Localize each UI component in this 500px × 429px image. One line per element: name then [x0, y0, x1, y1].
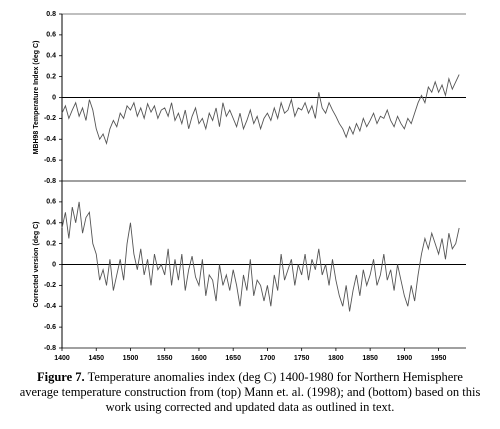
- y-axis-title: Corrected version (deg C): [33, 222, 40, 308]
- y-tick-label: -0.6: [44, 157, 56, 164]
- x-tick-label: 1850: [362, 355, 378, 362]
- y-axis-title: MBH98 Temperature Index (deg C): [33, 41, 40, 155]
- y-tick-label: 0.2: [46, 73, 56, 80]
- x-tick-label: 1800: [328, 355, 344, 362]
- y-tick-label: 0.8: [46, 11, 56, 18]
- y-tick-label: -0.6: [44, 324, 56, 331]
- y-tick-label: 0.4: [46, 53, 56, 60]
- x-tick-label: 1400: [54, 355, 70, 362]
- x-tick-label: 1950: [431, 355, 447, 362]
- y-tick-label: -0.2: [44, 115, 56, 122]
- series-line: [61, 74, 460, 146]
- y-tick-label: -0.4: [44, 303, 56, 310]
- x-tick-label: 1600: [191, 355, 207, 362]
- y-tick-label: 0.4: [46, 220, 56, 227]
- caption-label: Figure 7.: [37, 370, 85, 384]
- x-tick-label: 1650: [225, 355, 241, 362]
- y-tick-label: -0.2: [44, 282, 56, 289]
- y-tick-label: 0.2: [46, 240, 56, 247]
- x-tick-label: 1500: [123, 355, 139, 362]
- caption: Figure 7. Temperature anomalies index (d…: [18, 370, 482, 415]
- x-tick-label: 1900: [397, 355, 413, 362]
- y-tick-label: -0.8: [44, 178, 56, 185]
- y-tick-label: 0: [52, 94, 56, 101]
- y-tick-label: 0: [52, 261, 56, 268]
- x-tick-label: 1750: [294, 355, 310, 362]
- y-tick-label: -0.4: [44, 136, 56, 143]
- caption-text: Temperature anomalies index (deg C) 1400…: [19, 370, 481, 414]
- y-tick-label: -0.8: [44, 345, 56, 352]
- x-tick-label: 1450: [88, 355, 104, 362]
- y-tick-label: 0.6: [46, 199, 56, 206]
- series-line: [61, 201, 460, 312]
- x-tick-label: 1700: [260, 355, 276, 362]
- x-tick-label: 1550: [157, 355, 173, 362]
- chart: 0.8 0.6 0.4 0.2 0 -0.2 -0.4 -0.6 -0.8 MBH98 Tempe…: [33, 11, 466, 362]
- y-tick-label: 0.6: [46, 32, 56, 39]
